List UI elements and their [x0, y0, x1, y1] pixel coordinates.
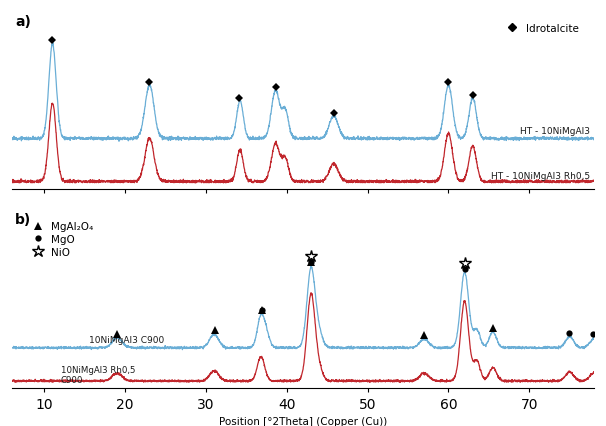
- Text: HT - 10NiMgAl3 Rh0,5: HT - 10NiMgAl3 Rh0,5: [491, 172, 590, 181]
- Text: b): b): [15, 213, 32, 227]
- Text: a): a): [15, 14, 31, 29]
- Legend: Idrotalcite: Idrotalcite: [498, 20, 583, 38]
- Text: 10NiMgAl3 Rh0,5
C900: 10NiMgAl3 Rh0,5 C900: [61, 365, 135, 384]
- Legend: MgAl₂O₄, MgO, NiO: MgAl₂O₄, MgO, NiO: [23, 218, 98, 261]
- X-axis label: Position [°2Theta] (Copper (Cu)): Position [°2Theta] (Copper (Cu)): [219, 416, 387, 426]
- Text: 10NiMgAl3 C900: 10NiMgAl3 C900: [89, 336, 164, 345]
- Text: HT - 10NiMgAl3: HT - 10NiMgAl3: [520, 127, 590, 135]
